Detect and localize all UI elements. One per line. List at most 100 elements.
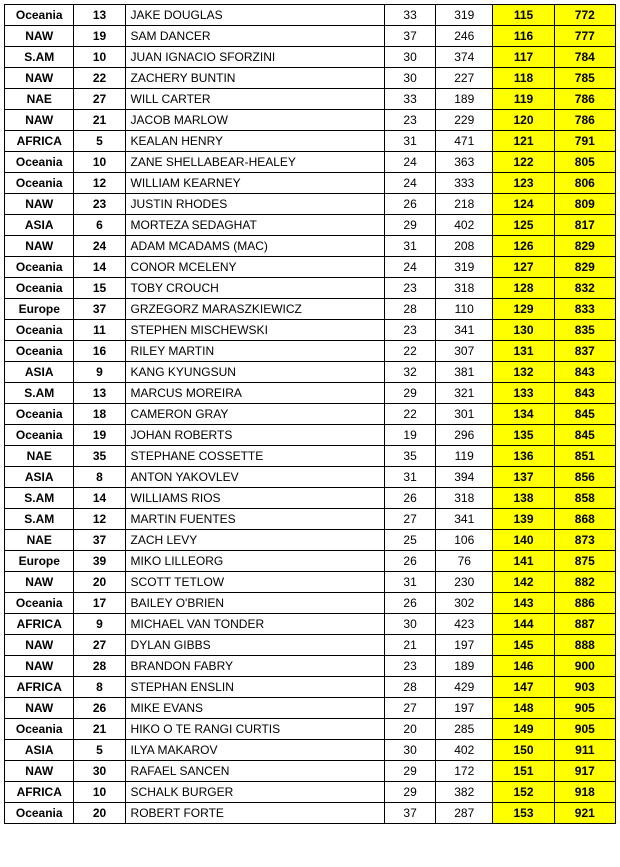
cell-name: RAFAEL SANCEN xyxy=(125,761,385,782)
table-row: NAW30RAFAEL SANCEN29172151917 xyxy=(5,761,616,782)
cell-num2: 31 xyxy=(385,467,436,488)
cell-num1: 10 xyxy=(74,782,125,803)
cell-num4: 122 xyxy=(493,152,554,173)
cell-num5: 888 xyxy=(554,635,615,656)
cell-num1: 27 xyxy=(74,635,125,656)
cell-region: NAW xyxy=(5,572,74,593)
cell-num4: 126 xyxy=(493,236,554,257)
cell-num3: 218 xyxy=(436,194,493,215)
rankings-table-body: Oceania13JAKE DOUGLAS33319115772NAW19SAM… xyxy=(5,5,616,824)
cell-num3: 423 xyxy=(436,614,493,635)
cell-num4: 144 xyxy=(493,614,554,635)
cell-num4: 134 xyxy=(493,404,554,425)
cell-num5: 832 xyxy=(554,278,615,299)
table-row: ASIA5ILYA MAKAROV30402150911 xyxy=(5,740,616,761)
cell-num4: 146 xyxy=(493,656,554,677)
cell-region: Oceania xyxy=(5,719,74,740)
table-row: Oceania18CAMERON GRAY22301134845 xyxy=(5,404,616,425)
cell-num1: 17 xyxy=(74,593,125,614)
cell-num4: 119 xyxy=(493,89,554,110)
table-row: AFRICA9MICHAEL VAN TONDER30423144887 xyxy=(5,614,616,635)
cell-num2: 37 xyxy=(385,803,436,824)
cell-num4: 136 xyxy=(493,446,554,467)
cell-num2: 21 xyxy=(385,635,436,656)
cell-name: JACOB MARLOW xyxy=(125,110,385,131)
cell-num5: 817 xyxy=(554,215,615,236)
cell-region: Oceania xyxy=(5,404,74,425)
cell-num3: 321 xyxy=(436,383,493,404)
cell-num5: 851 xyxy=(554,446,615,467)
cell-num3: 333 xyxy=(436,173,493,194)
cell-num4: 137 xyxy=(493,467,554,488)
cell-name: CAMERON GRAY xyxy=(125,404,385,425)
cell-region: Oceania xyxy=(5,152,74,173)
cell-region: AFRICA xyxy=(5,782,74,803)
cell-num2: 30 xyxy=(385,47,436,68)
cell-num5: 900 xyxy=(554,656,615,677)
cell-num5: 805 xyxy=(554,152,615,173)
cell-region: AFRICA xyxy=(5,677,74,698)
cell-num2: 26 xyxy=(385,593,436,614)
table-row: NAE27WILL CARTER33189119786 xyxy=(5,89,616,110)
cell-num2: 31 xyxy=(385,572,436,593)
cell-num3: 319 xyxy=(436,257,493,278)
cell-num5: 784 xyxy=(554,47,615,68)
cell-name: MICHAEL VAN TONDER xyxy=(125,614,385,635)
cell-num1: 11 xyxy=(74,320,125,341)
cell-name: WILL CARTER xyxy=(125,89,385,110)
cell-region: NAW xyxy=(5,68,74,89)
cell-num4: 153 xyxy=(493,803,554,824)
cell-region: ASIA xyxy=(5,215,74,236)
cell-name: SCHALK BURGER xyxy=(125,782,385,803)
cell-num4: 123 xyxy=(493,173,554,194)
cell-num3: 106 xyxy=(436,530,493,551)
cell-num5: 905 xyxy=(554,719,615,740)
cell-name: STEPHEN MISCHEWSKI xyxy=(125,320,385,341)
cell-num2: 31 xyxy=(385,131,436,152)
cell-num4: 141 xyxy=(493,551,554,572)
cell-region: S.AM xyxy=(5,509,74,530)
cell-num5: 856 xyxy=(554,467,615,488)
cell-num1: 14 xyxy=(74,257,125,278)
cell-num3: 189 xyxy=(436,89,493,110)
table-row: NAE35STEPHANE COSSETTE35119136851 xyxy=(5,446,616,467)
cell-name: ZACHERY BUNTIN xyxy=(125,68,385,89)
cell-num3: 172 xyxy=(436,761,493,782)
cell-num3: 230 xyxy=(436,572,493,593)
cell-region: Oceania xyxy=(5,5,74,26)
cell-num1: 10 xyxy=(74,47,125,68)
cell-num4: 130 xyxy=(493,320,554,341)
cell-num5: 886 xyxy=(554,593,615,614)
table-row: ASIA6MORTEZA SEDAGHAT29402125817 xyxy=(5,215,616,236)
cell-num4: 135 xyxy=(493,425,554,446)
cell-num5: 875 xyxy=(554,551,615,572)
table-row: Oceania20ROBERT FORTE37287153921 xyxy=(5,803,616,824)
cell-name: STEPHAN ENSLIN xyxy=(125,677,385,698)
cell-num2: 22 xyxy=(385,341,436,362)
table-row: NAW23JUSTIN RHODES26218124809 xyxy=(5,194,616,215)
table-row: NAW27DYLAN GIBBS21197145888 xyxy=(5,635,616,656)
cell-num1: 37 xyxy=(74,299,125,320)
cell-num4: 120 xyxy=(493,110,554,131)
cell-num3: 341 xyxy=(436,320,493,341)
cell-name: ZANE SHELLABEAR-HEALEY xyxy=(125,152,385,173)
cell-num4: 125 xyxy=(493,215,554,236)
table-row: NAW22ZACHERY BUNTIN30227118785 xyxy=(5,68,616,89)
table-row: NAW24ADAM MCADAMS (MAC)31208126829 xyxy=(5,236,616,257)
table-row: NAW28BRANDON FABRY23189146900 xyxy=(5,656,616,677)
cell-num3: 402 xyxy=(436,740,493,761)
cell-num2: 23 xyxy=(385,320,436,341)
cell-num1: 10 xyxy=(74,152,125,173)
cell-name: MARCUS MOREIRA xyxy=(125,383,385,404)
cell-num1: 5 xyxy=(74,131,125,152)
table-row: AFRICA5KEALAN HENRY31471121791 xyxy=(5,131,616,152)
cell-num5: 785 xyxy=(554,68,615,89)
cell-num3: 429 xyxy=(436,677,493,698)
cell-num4: 139 xyxy=(493,509,554,530)
cell-num2: 28 xyxy=(385,299,436,320)
cell-num3: 394 xyxy=(436,467,493,488)
cell-num5: 843 xyxy=(554,362,615,383)
cell-num2: 30 xyxy=(385,68,436,89)
cell-region: ASIA xyxy=(5,362,74,383)
table-row: S.AM13MARCUS MOREIRA29321133843 xyxy=(5,383,616,404)
